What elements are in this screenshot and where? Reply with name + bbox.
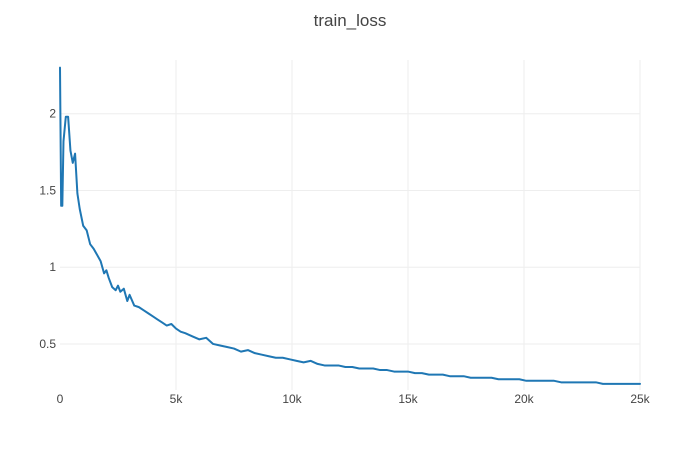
grid-layer	[60, 60, 641, 390]
chart-title: train_loss	[313, 11, 387, 30]
axis-layer: 0 5k 10k 15k 20k 25k 0.5 1 1.5 2	[39, 107, 650, 406]
series-layer	[59, 66, 641, 385]
series-line-0	[59, 66, 641, 385]
y-tick-label: 0.5	[39, 337, 56, 351]
x-tick-label: 25k	[630, 392, 650, 406]
x-tick-label: 5k	[170, 392, 184, 406]
x-tick-label: 20k	[514, 392, 534, 406]
x-tick-label: 15k	[398, 392, 418, 406]
y-tick-label: 1	[49, 260, 56, 274]
x-tick-label: 10k	[282, 392, 302, 406]
y-tick-label: 1.5	[39, 183, 56, 197]
y-tick-label: 2	[49, 107, 56, 121]
x-tick-label: 0	[57, 392, 64, 406]
